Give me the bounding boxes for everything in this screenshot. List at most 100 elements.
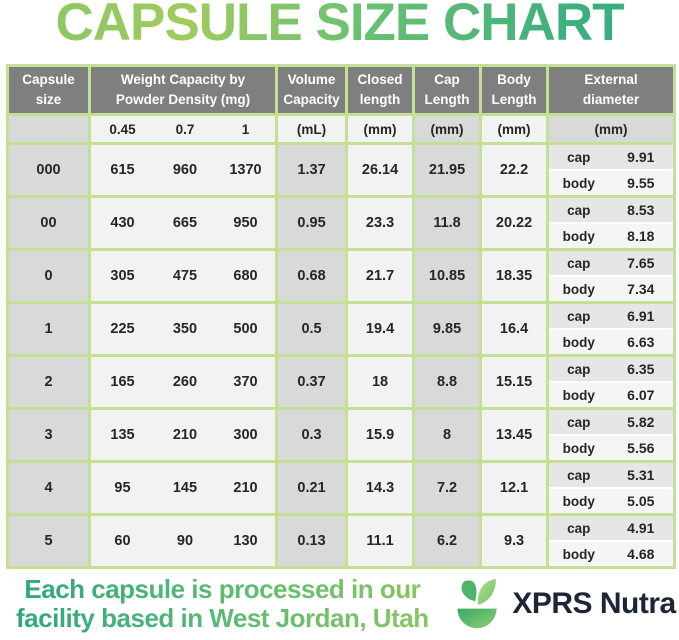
weight-value: 500: [233, 321, 258, 337]
capsule-size-cell: 5: [6, 513, 91, 569]
ext-cap-row: cap 8.53: [550, 199, 672, 224]
units-cap: (mm): [412, 113, 483, 145]
volume-cell: 0.13: [275, 513, 349, 569]
weight-cells: 615 960 1370: [87, 142, 279, 198]
weight-cells: 165 260 370: [87, 354, 279, 410]
volume-cell: 0.68: [275, 248, 349, 304]
header-row: Capsule size Weight Capacity by Powder D…: [6, 64, 677, 116]
units-densities: 0.45 0.7 1: [87, 113, 279, 145]
footer-tagline: Each capsule is processed in our facilit…: [3, 574, 441, 633]
weight-value: 60: [114, 533, 131, 549]
header-body-length: Body Length: [479, 64, 550, 116]
ext-value: 5.31: [627, 467, 655, 483]
ext-label: body: [562, 493, 595, 509]
capsule-size-cell: 4: [6, 460, 91, 516]
closed-length-cell: 19.4: [345, 301, 416, 357]
ext-value: 9.91: [627, 149, 655, 165]
weight-value: 370: [233, 374, 258, 390]
ext-value: 5.56: [627, 440, 655, 456]
capsule-size-cell: 000: [6, 142, 91, 198]
weight-value: 680: [233, 268, 258, 284]
table-row: 00 430 665 950 0.95 23.3 11.8 20.22 cap: [6, 195, 677, 251]
capsule-size-table: Capsule size Weight Capacity by Powder D…: [6, 64, 677, 569]
leaf-bowl-icon: [449, 576, 505, 632]
units-capsule-size-blank: [6, 113, 91, 145]
table-row: 2 165 260 370 0.37 18 8.8 15.15 cap: [6, 354, 677, 410]
capsule-size-cell: 0: [6, 248, 91, 304]
cap-length-cell: 7.2: [412, 460, 483, 516]
body-length-cell: 12.1: [479, 460, 550, 516]
volume-cell: 0.37: [275, 354, 349, 410]
closed-length-cell: 18: [345, 354, 416, 410]
table-row: 4 95 145 210 0.21 14.3 7.2 12.1 cap: [6, 460, 677, 516]
ext-body-row: body 8.18: [550, 224, 672, 247]
units-closed: (mm): [345, 113, 416, 145]
body-length-cell: 22.2: [479, 142, 550, 198]
header-weight-capacity: Weight Capacity by Powder Density (mg): [87, 64, 279, 116]
units-volume: (mL): [275, 113, 349, 145]
body-length-cell: 13.45: [479, 407, 550, 463]
ext-label: body: [562, 175, 595, 191]
ext-label: cap: [567, 202, 591, 218]
ext-label: body: [562, 440, 595, 456]
cap-length-cell: 6.2: [412, 513, 483, 569]
ext-label: cap: [567, 414, 591, 430]
volume-cell: 0.21: [275, 460, 349, 516]
cap-length-cell: 8: [412, 407, 483, 463]
ext-value: 7.34: [627, 281, 655, 297]
weight-value: 130: [233, 533, 258, 549]
weight-cells: 95 145 210: [87, 460, 279, 516]
ext-body-row: body 6.07: [550, 383, 672, 406]
ext-cap-row: cap 6.91: [550, 305, 672, 330]
weight-cells: 430 665 950: [87, 195, 279, 251]
weight-value: 145: [172, 480, 198, 496]
external-diameter-cell: cap 8.53 body 8.18: [546, 195, 677, 251]
weight-cells: 225 350 500: [87, 301, 279, 357]
table-row: 000 615 960 1370 1.37 26.14 21.95 22.2 c…: [6, 142, 677, 198]
brand-logo: XPRS Nutra: [449, 576, 676, 632]
body-length-cell: 20.22: [479, 195, 550, 251]
ext-value: 5.05: [627, 493, 655, 509]
header-volume-capacity: Volume Capacity: [275, 64, 349, 116]
header-cap-length: Cap Length: [412, 64, 483, 116]
body-length-cell: 18.35: [479, 248, 550, 304]
page-title: CAPSULE SIZE CHART: [0, 0, 679, 53]
weight-value: 950: [233, 215, 258, 231]
units-external: (mm): [546, 113, 677, 145]
body-length-cell: 15.15: [479, 354, 550, 410]
closed-length-cell: 14.3: [345, 460, 416, 516]
ext-value: 6.35: [627, 361, 655, 377]
ext-label: body: [562, 387, 595, 403]
cap-length-cell: 10.85: [412, 248, 483, 304]
ext-cap-row: cap 9.91: [550, 146, 672, 171]
external-diameter-cell: cap 6.35 body 6.07: [546, 354, 677, 410]
ext-cap-row: cap 4.91: [550, 517, 672, 542]
ext-value: 6.63: [627, 334, 655, 350]
ext-value: 4.91: [627, 520, 655, 536]
density-value: 0.45: [109, 121, 136, 137]
ext-label: body: [562, 334, 595, 350]
weight-value: 210: [233, 480, 258, 496]
ext-label: cap: [567, 149, 591, 165]
ext-body-row: body 7.34: [550, 277, 672, 300]
units-row: 0.45 0.7 1 (mL) (mm) (mm) (mm) (mm): [6, 113, 677, 145]
cap-length-cell: 21.95: [412, 142, 483, 198]
weight-value: 350: [172, 321, 198, 337]
header-external-diameter: External diameter: [546, 64, 677, 116]
ext-cap-row: cap 6.35: [550, 358, 672, 383]
units-body: (mm): [479, 113, 550, 145]
volume-cell: 0.3: [275, 407, 349, 463]
ext-body-row: body 4.68: [550, 542, 672, 565]
capsule-size-cell: 1: [6, 301, 91, 357]
ext-label: body: [562, 281, 595, 297]
table-row: 3 135 210 300 0.3 15.9 8 13.45 cap: [6, 407, 677, 463]
ext-label: cap: [567, 255, 591, 271]
ext-label: cap: [567, 520, 591, 536]
ext-body-row: body 5.05: [550, 489, 672, 512]
volume-cell: 1.37: [275, 142, 349, 198]
table-row: 5 60 90 130 0.13 11.1 6.2 9.3 cap: [6, 513, 677, 569]
capsule-size-cell: 00: [6, 195, 91, 251]
capsule-size-cell: 3: [6, 407, 91, 463]
capsule-size-cell: 2: [6, 354, 91, 410]
weight-value: 960: [172, 162, 198, 178]
